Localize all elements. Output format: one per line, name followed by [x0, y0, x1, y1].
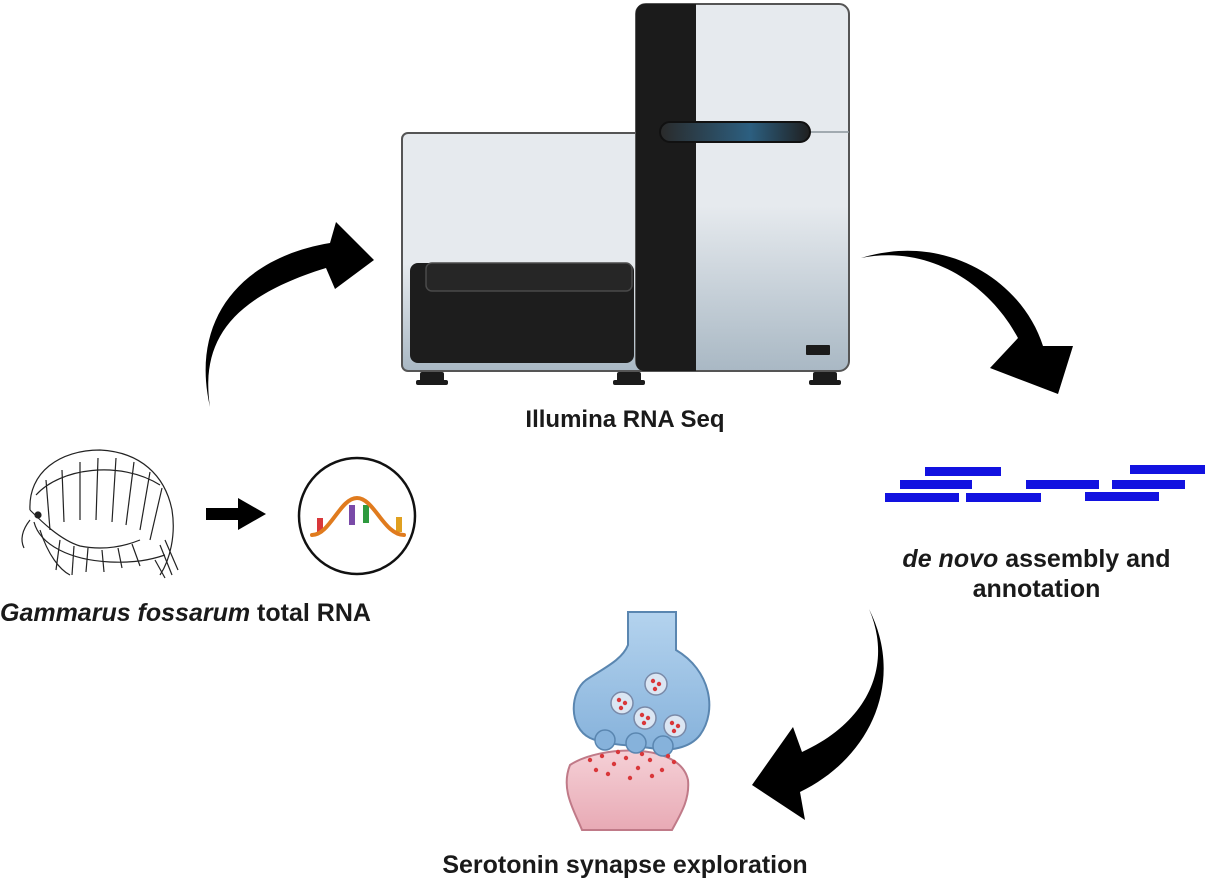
assembly-italic: de novo — [902, 545, 999, 573]
sequence-reads-icon — [885, 465, 1205, 502]
assembly-label: de novo assembly and annotation — [866, 544, 1207, 604]
assembly-line-1-rest: assembly and — [998, 545, 1171, 573]
arrow-to-rna — [206, 498, 266, 530]
arrow-to-sequencer — [205, 222, 374, 407]
amphipod-sketch-icon — [21, 449, 179, 579]
sequencer-icon — [401, 3, 850, 385]
exploration-text: Serotonin synapse exploration — [442, 851, 808, 879]
source-suffix: total RNA — [250, 599, 371, 627]
sequencing-text: Illumina RNA Seq — [525, 406, 725, 433]
rna-strand-icon — [297, 456, 417, 576]
arrow-to-assembly — [861, 250, 1073, 394]
arrow-to-synapse — [752, 609, 884, 820]
sequencing-label: Illumina RNA Seq — [380, 405, 870, 435]
assembly-line-2: annotation — [972, 575, 1101, 603]
synapse-icon — [565, 611, 711, 831]
exploration-label: Serotonin synapse exploration — [380, 850, 870, 880]
species-name: Gammarus fossarum — [0, 599, 251, 627]
assembly-line-1: de novo assembly and — [866, 544, 1207, 574]
source-label: Gammarus fossarum total RNA — [0, 598, 371, 628]
